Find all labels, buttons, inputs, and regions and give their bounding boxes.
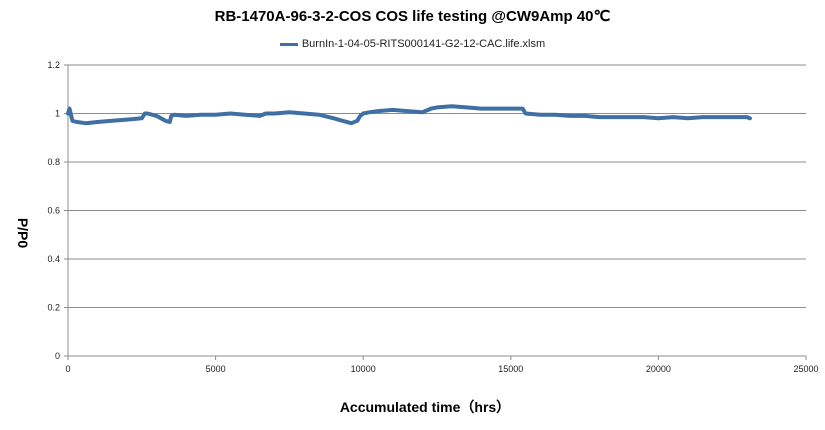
x-tick-label: 15000 bbox=[498, 364, 523, 374]
x-tick-labels: 0 5000 10000 15000 20000 25000 bbox=[65, 364, 818, 374]
y-tick-label: 0.8 bbox=[47, 157, 60, 167]
gridlines bbox=[68, 64, 806, 308]
x-tick-label: 5000 bbox=[206, 364, 226, 374]
y-tick-label: 0 bbox=[55, 351, 60, 361]
x-tick-label: 0 bbox=[65, 364, 70, 374]
y-tick-labels: 0 0.2 0.4 0.6 0.8 1 1.2 bbox=[47, 60, 60, 361]
y-tick-label: 0.4 bbox=[47, 254, 60, 264]
x-axis-label: Accumulated time（hrs） bbox=[340, 399, 510, 415]
legend-label: BurnIn-1-04-05-RITS000141-G2-12-CAC.life… bbox=[301, 38, 546, 50]
y-tick-label: 0.6 bbox=[47, 206, 60, 216]
legend: BurnIn-1-04-05-RITS000141-G2-12-CAC.life… bbox=[0, 38, 825, 50]
x-tick-label: 25000 bbox=[793, 364, 818, 374]
series-group bbox=[66, 104, 752, 126]
y-axis-label: P/P0 bbox=[15, 218, 31, 249]
x-tick-label: 10000 bbox=[351, 364, 376, 374]
y-tick-label: 1 bbox=[55, 109, 60, 119]
y-tick-label: 0.2 bbox=[47, 303, 60, 313]
series-line bbox=[66, 104, 752, 126]
chart-title: RB-1470A-96-3-2-COS COS life testing @CW… bbox=[214, 8, 611, 25]
legend-swatch bbox=[279, 42, 298, 46]
x-tick-label: 20000 bbox=[646, 364, 671, 374]
y-tick-label: 1.2 bbox=[47, 60, 60, 70]
